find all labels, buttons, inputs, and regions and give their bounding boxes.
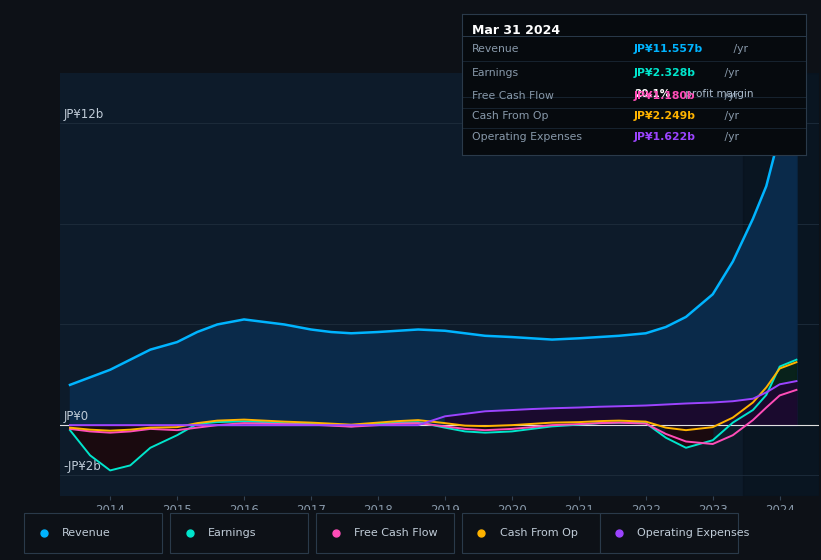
Text: Earnings: Earnings [208,529,256,538]
Text: Mar 31 2024: Mar 31 2024 [472,24,561,37]
Text: profit margin: profit margin [682,90,754,99]
Text: Free Cash Flow: Free Cash Flow [354,529,438,538]
Text: JP¥11.557b: JP¥11.557b [634,44,704,54]
Text: Operating Expenses: Operating Expenses [472,132,582,142]
Text: /yr: /yr [721,111,739,121]
Text: /yr: /yr [731,44,748,54]
FancyBboxPatch shape [461,514,599,553]
Text: Cash From Op: Cash From Op [472,111,548,121]
Text: JP¥2.328b: JP¥2.328b [634,68,696,77]
Text: /yr: /yr [721,91,739,101]
Text: JP¥2.249b: JP¥2.249b [634,111,696,121]
Text: Operating Expenses: Operating Expenses [637,529,750,538]
Text: Cash From Op: Cash From Op [499,529,577,538]
Text: 20.1%: 20.1% [634,90,670,99]
Text: Earnings: Earnings [472,68,520,77]
Text: /yr: /yr [721,132,739,142]
FancyBboxPatch shape [599,514,737,553]
Text: JP¥1.180b: JP¥1.180b [634,91,695,101]
Text: Free Cash Flow: Free Cash Flow [472,91,554,101]
Text: Revenue: Revenue [472,44,520,54]
Text: /yr: /yr [721,68,739,77]
Text: JP¥12b: JP¥12b [64,108,104,121]
Bar [743,73,819,496]
FancyBboxPatch shape [25,514,163,553]
FancyBboxPatch shape [170,514,308,553]
Text: JP¥1.622b: JP¥1.622b [634,132,696,142]
Text: JP¥0: JP¥0 [64,410,89,423]
Text: Revenue: Revenue [62,529,111,538]
FancyBboxPatch shape [316,514,454,553]
Text: -JP¥2b: -JP¥2b [64,460,102,473]
